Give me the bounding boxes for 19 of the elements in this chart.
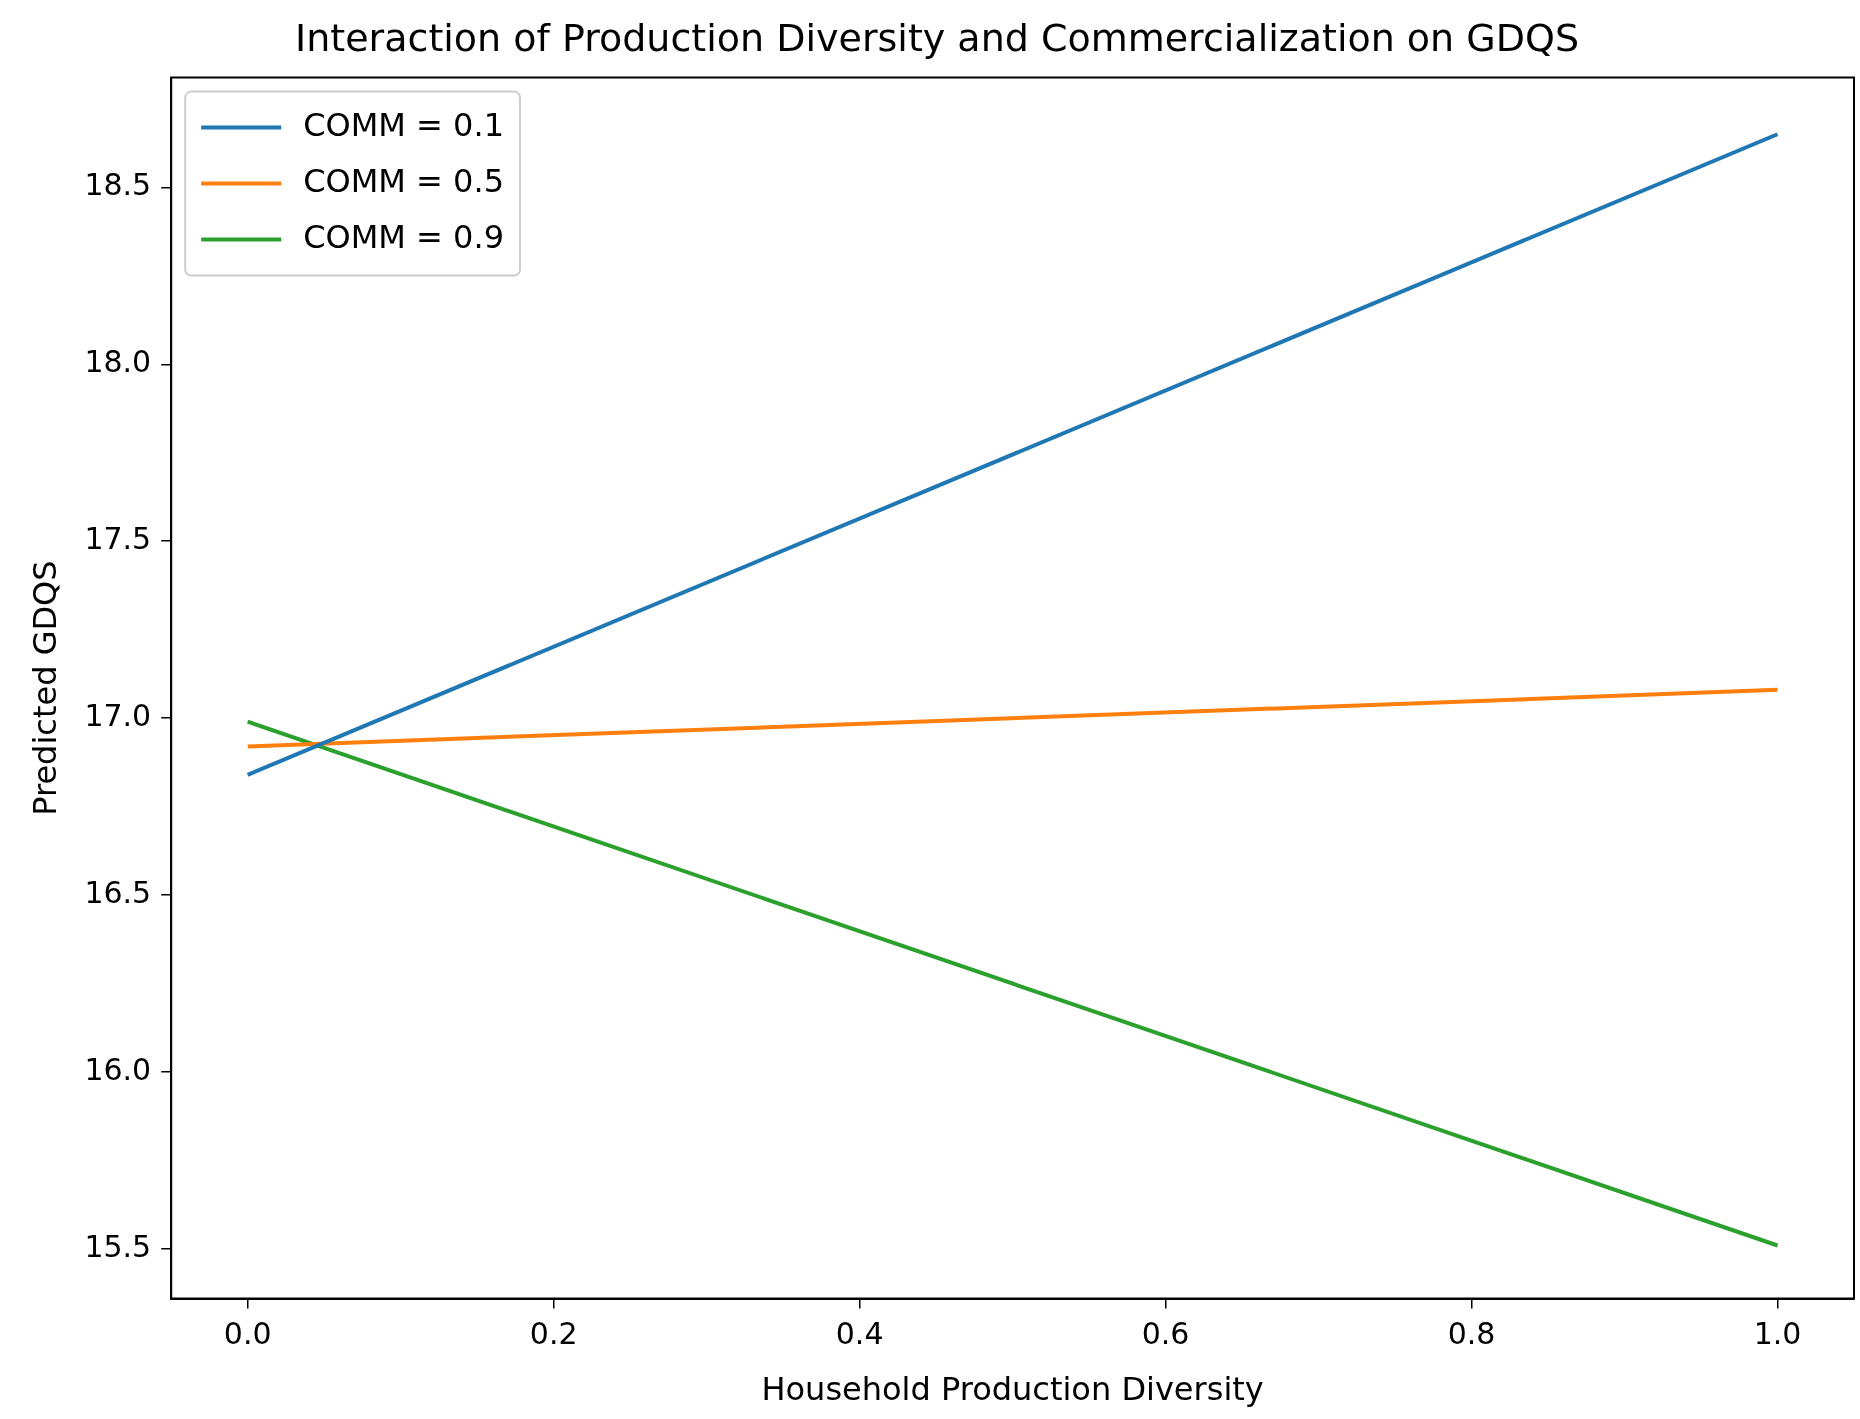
- y-tick-label: 17.5: [84, 521, 152, 557]
- x-tick-label: 0.6: [1141, 1316, 1190, 1352]
- x-tick-label: 0.2: [529, 1316, 578, 1352]
- y-tick-label: 16.0: [84, 1051, 152, 1087]
- y-tick-label: 18.5: [84, 167, 152, 203]
- y-tick-label: 16.5: [84, 874, 152, 910]
- legend-label: COMM = 0.9: [303, 217, 504, 256]
- x-tick-label: 0.8: [1447, 1316, 1496, 1352]
- x-axis-title: Household Production Diversity: [761, 1370, 1264, 1409]
- chart-title: Interaction of Production Diversity and Commercialization on GDQS: [295, 15, 1579, 60]
- legend-label: COMM = 0.1: [303, 105, 504, 144]
- y-axis-title: Predicted GDQS: [25, 560, 64, 816]
- y-tick-label: 17.0: [84, 697, 152, 733]
- x-tick-label: 0.0: [223, 1316, 272, 1352]
- x-tick-label: 0.4: [835, 1316, 884, 1352]
- x-tick-label: 1.0: [1753, 1316, 1802, 1352]
- y-tick-label: 15.5: [84, 1228, 152, 1264]
- y-tick-label: 18.0: [84, 344, 152, 380]
- legend-label: COMM = 0.5: [303, 161, 504, 200]
